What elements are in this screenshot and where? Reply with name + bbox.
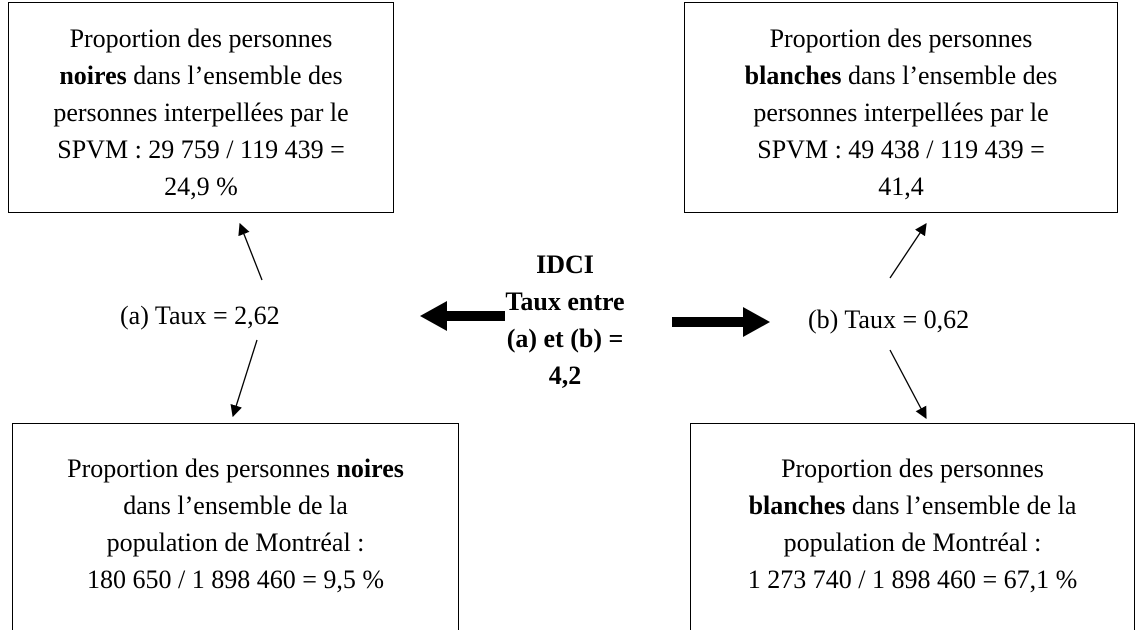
text-line: 1 273 740 / 1 898 460 = 67,1 %: [747, 565, 1078, 594]
text-line: 4,2: [548, 361, 582, 390]
rate-a: (a) Taux = 2,62: [120, 301, 280, 330]
text-line: Proportion des personnes: [69, 24, 333, 53]
text-line: personnes interpellées par le: [753, 98, 1049, 127]
rate-b: (b) Taux = 0,62: [808, 305, 970, 334]
text-line: 24,9 %: [164, 172, 238, 201]
bold-text: noires: [59, 61, 127, 90]
text-line: 41,4: [878, 172, 924, 201]
text-line: Proportion des personnes noires: [13, 450, 458, 487]
text: dans l’ensemble des: [126, 61, 343, 90]
text-line: Proportion des personnes: [781, 454, 1044, 483]
text-line: dans l’ensemble de la: [123, 491, 348, 520]
arrow: [889, 223, 927, 279]
text-line: (a) et (b) =: [506, 324, 624, 353]
box-black-spvm: Proportion des personnes noires dans l’e…: [8, 2, 394, 213]
text-line: blanches dans l’ensemble des: [685, 57, 1117, 94]
arrow: [238, 222, 263, 281]
arrow: [230, 339, 258, 418]
bold-text: noires: [336, 454, 404, 483]
text-line: population de Montréal :: [783, 528, 1042, 557]
text-line: Taux entre: [505, 287, 625, 316]
text-line: population de Montréal :: [106, 528, 365, 557]
text-line: 180 650 / 1 898 460 = 9,5 %: [86, 565, 385, 594]
text-line: Proportion des personnes: [769, 24, 1033, 53]
text-line: IDCI: [536, 250, 594, 279]
thick-arrow-right: [672, 307, 770, 337]
box-white-population: Proportion des personnes blanches dans l…: [690, 423, 1135, 630]
text-line: personnes interpellées par le: [53, 98, 349, 127]
text-line: blanches dans l’ensemble de la: [691, 487, 1134, 524]
text-line: noires dans l’ensemble des: [9, 57, 393, 94]
text-line: SPVM : 29 759 / 119 439 =: [57, 135, 345, 164]
idci-label: IDCI Taux entre (a) et (b) = 4,2: [465, 246, 665, 394]
text: dans l’ensemble de la: [845, 491, 1077, 520]
bold-text: blanches: [744, 61, 842, 90]
text: dans l’ensemble des: [841, 61, 1058, 90]
text: Proportion des personnes: [67, 454, 337, 483]
bold-text: blanches: [748, 491, 846, 520]
thick-arrow-left: [420, 301, 505, 331]
box-black-population: Proportion des personnes noires dans l’e…: [12, 423, 459, 630]
box-white-spvm: Proportion des personnes blanches dans l…: [684, 2, 1118, 213]
arrow: [889, 349, 927, 420]
text-line: SPVM : 49 438 / 119 439 =: [757, 135, 1045, 164]
